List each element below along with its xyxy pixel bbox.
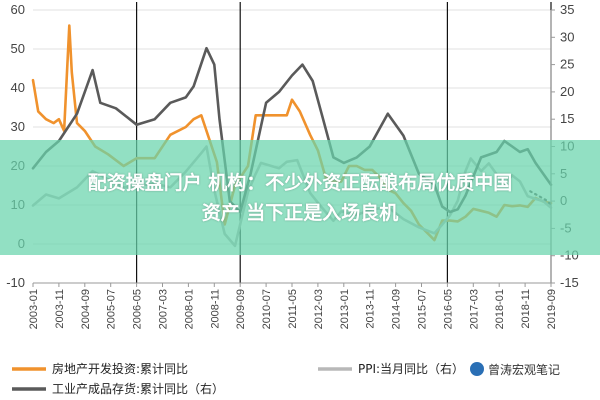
x-tick-label-7: 2008-11 xyxy=(209,289,221,329)
left-tick-label-5: 40 xyxy=(11,80,25,95)
x-tick-label-14: 2014-09 xyxy=(391,289,403,329)
right-tick-label-8: 25 xyxy=(560,57,574,72)
left-tick-label-6: 50 xyxy=(11,41,25,56)
x-tick-label-2: 2004-09 xyxy=(80,289,92,329)
wechat-icon xyxy=(470,362,484,376)
x-tick-label-15: 2015-07 xyxy=(417,289,429,329)
watermark-text: 曾涛宏观笔记 xyxy=(488,362,561,377)
watermark: 曾涛宏观笔记 xyxy=(470,360,560,378)
x-tick-label-8: 2009-09 xyxy=(235,289,247,329)
promo-banner-line-1: 配资操盘门户 机构：不少外资正酝酿布局优质中国 xyxy=(87,171,513,194)
promo-banner[interactable]: 配资操盘门户 机构：不少外资正酝酿布局优质中国 资产 当下正是入场良机 xyxy=(0,140,600,255)
legend-label-1: PPI:当月同比（右） xyxy=(358,361,464,376)
x-tick-label-17: 2017-03 xyxy=(468,289,480,329)
x-tick-label-4: 2006-05 xyxy=(132,289,144,329)
x-tick-label-10: 2011-05 xyxy=(287,289,299,329)
left-tick-label-7: 60 xyxy=(11,2,25,17)
x-tick-label-16: 2016-05 xyxy=(442,289,454,329)
left-tick-label-0: -10 xyxy=(6,275,25,290)
right-tick-label-0: -15 xyxy=(560,275,579,290)
x-tick-label-0: 2003-01 xyxy=(28,289,40,329)
x-tick-label-5: 2007-03 xyxy=(158,289,170,329)
x-tick-label-13: 2013-11 xyxy=(365,289,377,329)
x-tick-label-19: 2018-11 xyxy=(520,289,532,329)
x-tick-label-1: 2003-11 xyxy=(54,289,66,329)
x-tick-label-6: 2008-01 xyxy=(183,289,195,329)
promo-banner-line-2: 资产 当下正是入场良机 xyxy=(201,201,399,224)
legend-label-0: 房地产开发投资:累计同比 xyxy=(52,361,188,376)
x-tick-label-12: 2013-01 xyxy=(339,289,351,329)
right-tick-label-10: 35 xyxy=(560,2,574,17)
right-tick-label-6: 15 xyxy=(560,111,574,126)
x-tick-label-20: 2019-09 xyxy=(546,289,558,329)
right-tick-label-9: 30 xyxy=(560,29,574,44)
x-tick-label-18: 2018-01 xyxy=(494,289,506,329)
x-tick-label-3: 2005-07 xyxy=(106,289,118,329)
x-tick-label-9: 2010-07 xyxy=(261,289,273,329)
right-tick-label-7: 20 xyxy=(560,84,574,99)
left-tick-label-4: 30 xyxy=(11,119,25,134)
x-tick-label-11: 2012-03 xyxy=(313,289,325,329)
legend-label-2: 工业产成品存货:累计同比（右） xyxy=(52,381,224,396)
